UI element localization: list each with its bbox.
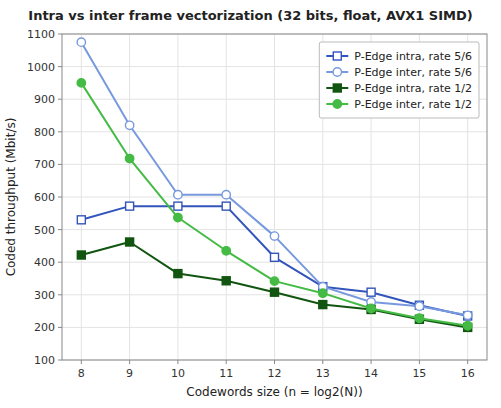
legend-label: P-Edge inter, rate 5/6 xyxy=(354,66,472,79)
point xyxy=(174,202,182,210)
legend-label: P-Edge intra, rate 1/2 xyxy=(354,82,472,95)
point xyxy=(271,253,279,261)
point xyxy=(222,277,230,285)
x-axis-label: Codewords size (n = log2(N)) xyxy=(186,385,362,399)
tick-label: 600 xyxy=(34,191,55,204)
point xyxy=(77,216,85,224)
point xyxy=(174,270,182,278)
plot-area xyxy=(77,38,472,331)
point xyxy=(415,302,423,310)
legend-marker xyxy=(333,68,341,76)
tick-mark xyxy=(274,360,275,364)
plot-frame xyxy=(62,34,487,360)
tick-mark xyxy=(467,360,468,364)
tick-mark xyxy=(129,360,130,364)
series xyxy=(77,202,471,320)
tick-mark xyxy=(58,360,62,361)
legend-label: P-Edge inter, rate 1/2 xyxy=(354,98,472,111)
tick-label: 1100 xyxy=(27,28,55,41)
point xyxy=(367,304,375,312)
point xyxy=(222,247,230,255)
point xyxy=(222,202,230,210)
tick-label: 13 xyxy=(316,367,330,380)
tick-label: 900 xyxy=(34,93,55,106)
tick-mark xyxy=(58,66,62,67)
tick-label: 14 xyxy=(364,367,378,380)
tick-mark xyxy=(58,131,62,132)
tick-mark xyxy=(58,294,62,295)
legend-box xyxy=(319,42,479,118)
grid xyxy=(62,34,487,360)
legend-marker xyxy=(333,84,341,92)
line xyxy=(81,242,467,327)
point xyxy=(367,288,375,296)
tick-mark xyxy=(58,34,62,35)
tick-mark xyxy=(58,327,62,328)
tick-mark xyxy=(58,262,62,263)
point xyxy=(126,202,134,210)
point xyxy=(77,38,85,46)
tick-label: 12 xyxy=(268,367,282,380)
background xyxy=(0,0,501,408)
point xyxy=(77,251,85,259)
tick-label: 16 xyxy=(461,367,475,380)
chart: 100 200 300 400 500 600 700 800 900 1000 1100 8 9 10 1… xyxy=(0,0,501,408)
grid-line xyxy=(129,34,130,360)
tick-label: 15 xyxy=(412,367,426,380)
legend-label: P-Edge intra, rate 5/6 xyxy=(354,50,472,63)
title: Intra vs inter frame vectorization (32 b… xyxy=(28,8,472,23)
tick-label: 200 xyxy=(34,321,55,334)
tick-label: 100 xyxy=(34,354,55,367)
tick-mark xyxy=(177,360,178,364)
tick-label: 8 xyxy=(78,367,85,380)
tick-mark xyxy=(81,360,82,364)
tick-label: 9 xyxy=(126,367,133,380)
tick-label: 800 xyxy=(34,126,55,139)
tick-mark xyxy=(58,229,62,230)
tick-mark xyxy=(371,360,372,364)
point xyxy=(319,301,327,309)
legend-marker xyxy=(333,52,341,60)
point xyxy=(415,314,423,322)
line xyxy=(81,206,467,316)
point xyxy=(125,154,133,162)
grid-line xyxy=(274,34,275,360)
tick-mark xyxy=(58,99,62,100)
legend-marker xyxy=(333,100,341,108)
point xyxy=(222,191,230,199)
tick-label: 500 xyxy=(34,224,55,237)
point xyxy=(174,191,182,199)
point xyxy=(319,289,327,297)
tick-label: 11 xyxy=(219,367,233,380)
tick-mark xyxy=(58,164,62,165)
point xyxy=(463,322,471,330)
point xyxy=(464,312,472,320)
point xyxy=(270,232,278,240)
tick-mark xyxy=(419,360,420,364)
line xyxy=(81,83,467,326)
legend: P-Edge intra, rate 5/6 P-Edge inter, rate… xyxy=(319,42,479,118)
point xyxy=(270,277,278,285)
point xyxy=(463,311,471,319)
y-axis-label: Coded throughput (Mbit/s) xyxy=(4,118,18,277)
point xyxy=(125,121,133,129)
tick-mark xyxy=(58,197,62,198)
tick-label: 400 xyxy=(34,256,55,269)
point xyxy=(174,213,182,221)
tick-mark xyxy=(322,360,323,364)
point xyxy=(77,79,85,87)
point xyxy=(126,238,134,246)
tick-label: 300 xyxy=(34,289,55,302)
point xyxy=(271,288,279,296)
axes: 100 200 300 400 500 600 700 800 900 1000 1100 8 9 10 1… xyxy=(27,28,487,380)
tick-label: 700 xyxy=(34,158,55,171)
tick-label: 10 xyxy=(171,367,185,380)
tick-label: 1000 xyxy=(27,61,55,74)
tick-mark xyxy=(226,360,227,364)
